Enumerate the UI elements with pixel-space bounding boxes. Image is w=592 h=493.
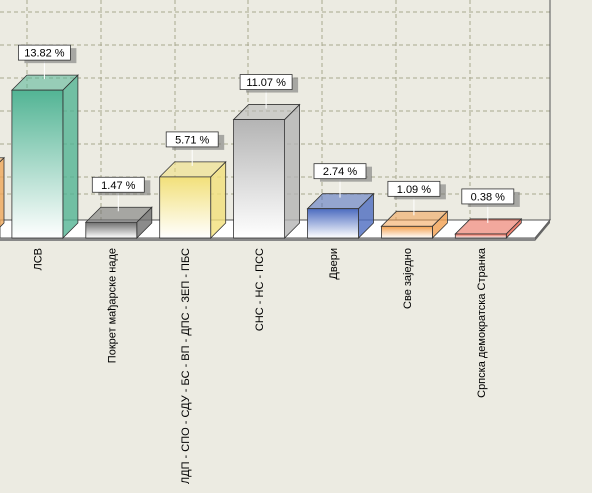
- label-box: [91, 176, 145, 193]
- value-label: 13.82 %: [24, 48, 65, 60]
- category-label: Покрет мађарске наде: [106, 248, 118, 363]
- label-box: [387, 180, 441, 197]
- value-label: 1.47 %: [101, 180, 135, 192]
- bars: 13.82 % ЛСВ 1.47 % Покрет мађарске наде 5.71…: [0, 44, 523, 484]
- bar: [454, 217, 523, 239]
- bar-side: [284, 103, 301, 239]
- bar-front: [11, 89, 64, 239]
- value-label: 0.38 %: [471, 191, 505, 203]
- label-box: [165, 131, 219, 148]
- category-label: Српска демократска Странка: [476, 247, 488, 398]
- bar-side: [0, 156, 5, 228]
- label-box: [239, 74, 293, 90]
- value-label: 5.71 %: [175, 134, 209, 146]
- value-label: 2.74 %: [323, 166, 357, 178]
- bar: [232, 103, 301, 239]
- label-box: [313, 163, 367, 180]
- bar-top: [0, 157, 5, 163]
- value-label: 11.07 %: [246, 77, 286, 89]
- bar: [380, 210, 449, 239]
- category-label: ЛДП - СПО - СДУ - БС - ВП - ДПС - ЗЕП - …: [180, 248, 192, 484]
- bar-front: [307, 208, 359, 239]
- value-label: 1.09 %: [397, 184, 431, 196]
- bar-front: [380, 225, 433, 239]
- bar: [0, 156, 5, 228]
- category-label: Све заједно: [402, 248, 414, 309]
- bar-side: [62, 74, 79, 239]
- bar-front: [159, 176, 212, 239]
- bar-front: [85, 221, 138, 239]
- category-label: ЛСВ: [32, 248, 44, 271]
- bar-front: [454, 233, 507, 239]
- category-label: Двери: [328, 248, 340, 280]
- bar: [10, 74, 79, 239]
- category-label: СНС - НС - ПСС: [254, 248, 266, 331]
- bar: [306, 192, 375, 239]
- label-box: [17, 44, 71, 61]
- bar-front: [233, 119, 286, 239]
- label-box: [461, 188, 515, 205]
- bar: [84, 206, 153, 239]
- bar: [158, 160, 227, 239]
